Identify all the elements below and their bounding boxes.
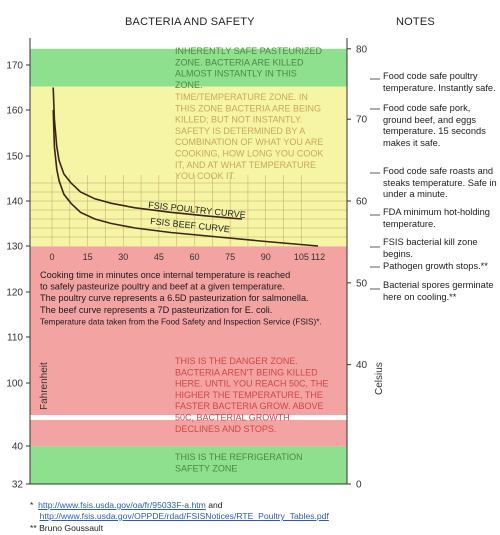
f-tick-label: 130: [6, 242, 23, 253]
zone-text-danger: THIS IS THE DANGER ZONE.: [175, 356, 298, 366]
footnote-star: *: [30, 500, 34, 510]
description-line: The beef curve represents a 7D pasteuriz…: [40, 305, 272, 315]
axis-break: [28, 415, 349, 420]
time-tick-label: 0: [49, 252, 54, 262]
zone-safe: [30, 48, 347, 87]
f-tick-label: 160: [6, 106, 23, 117]
time-tick-label: 75: [225, 252, 235, 262]
note-poultry-165: Food code safe poultry temperature. Inst…: [383, 71, 496, 93]
c-tick-label: 50: [356, 278, 368, 289]
zone-text-time-temperature: TIME/TEMPERATURE ZONE. IN: [175, 92, 308, 102]
zone-text-time-temperature: COOKING, HOW LONG YOU COOK: [175, 149, 323, 159]
time-tick-label: 15: [83, 252, 93, 262]
fsis-link-1[interactable]: http://www.fsis.usda.gov/oa/fr/95033F-a.…: [38, 500, 206, 510]
time-tick-label: 30: [118, 252, 128, 262]
description-line: The poultry curve represents a 6.5D past…: [40, 293, 309, 303]
zone-text-danger: HIGHER THE TEMPERATURE, THE: [175, 390, 323, 400]
note-kill-zone: FSIS bacterial kill zone begins.: [383, 237, 478, 259]
f-tick-label: 100: [6, 379, 23, 390]
fsis-link-2[interactable]: http://www.fsis.usda.gov/OPPDE/rdad/FSIS…: [39, 511, 329, 521]
zone-text-time-temperature: THIS ZONE BACTERIA ARE BEING: [175, 103, 321, 113]
f-tick-label: 32: [12, 480, 24, 491]
zone-text-danger: HERE. UNTIL YOU REACH 50C, THE: [175, 379, 328, 389]
zone-text-danger: DECLINES AND STOPS.: [175, 424, 276, 434]
f-tick-label: 170: [6, 61, 23, 72]
fahrenheit-label: Fahrenheit: [39, 362, 50, 410]
zone-text-time-temperature: YOU COOK IT.: [175, 171, 236, 181]
c-tick-label: 80: [356, 44, 368, 55]
left-heading: BACTERIA AND SAFETY: [125, 16, 255, 28]
time-tick-label: 45: [154, 252, 164, 262]
c-tick-label: 40: [356, 360, 368, 371]
beef-curve: [52, 109, 319, 247]
time-tick-label: 105: [294, 252, 309, 262]
zone-text-danger: FASTER BACTERIA GROW. ABOVE: [175, 401, 324, 411]
zone-refrigeration: [30, 446, 347, 484]
time-tick-label: 90: [261, 252, 271, 262]
zone-text-refrigeration: SAFETY ZONE: [175, 463, 237, 473]
poultry-curve: [52, 87, 243, 220]
zone-text-time-temperature: KILLED; BUT NOT INSTANTLY.: [175, 115, 302, 125]
zone-text-time-temperature: IT, AND AT WHAT TEMPERATURE: [175, 160, 316, 170]
footnote-credit: ** Bruno Goussault: [30, 523, 104, 533]
zone-text-time-temperature: SAFETY IS DETERMINED BY A: [175, 126, 305, 136]
f-tick-label: 120: [6, 288, 23, 299]
zone-text-safe: ZONE. BACTERIA ARE KILLED: [175, 57, 304, 67]
celsius-label: Celsius: [374, 362, 385, 395]
zone-text-safe: ALMOST INSTANTLY IN THIS: [175, 69, 297, 79]
footnote-links: * http://www.fsis.usda.gov/oa/fr/95033F-…: [30, 500, 490, 522]
zone-text-time-temperature: COMBINATION OF WHAT YOU ARE: [175, 137, 323, 147]
zone-danger: [30, 246, 347, 447]
notes-heading: NOTES: [396, 16, 435, 28]
zone-time-temperature: [30, 86, 347, 247]
zone-text-safe: ZONE.: [175, 80, 203, 90]
description-line: Cooking time in minutes once internal te…: [40, 270, 290, 280]
note-growth-stops: Pathogen growth stops.**: [383, 261, 488, 271]
note-spores: Bacterial spores germinate here on cooli…: [383, 280, 494, 302]
description-line: to safely pasteurize poultry and beef at…: [40, 282, 285, 292]
f-tick-label: 110: [7, 333, 23, 344]
f-tick-label: 150: [6, 152, 23, 163]
note-roasts-145: Food code safe roasts and steaks tempera…: [383, 166, 497, 199]
time-tick-label: 60: [189, 252, 199, 262]
footnote-and: and: [208, 500, 223, 510]
f-tick-label: 140: [6, 197, 23, 208]
note-pork-160: Food code safe pork, ground beef, and eg…: [383, 103, 486, 148]
note-hot-holding: FDA minimum hot-holding temperature.: [383, 207, 490, 229]
zone-text-danger: BACTERIA AREN'T BEING KILLED: [175, 367, 318, 377]
zone-text-refrigeration: THIS IS THE REFRIGERATION: [175, 452, 303, 462]
zone-text-safe: INHERENTLY SAFE PASTEURIZED: [175, 46, 323, 56]
time-tick-label: 112: [311, 252, 325, 262]
description-line: Temperature data taken from the Food Saf…: [40, 317, 322, 326]
zone-text-danger: 50C, BACTERIAL GROWTH: [175, 413, 290, 423]
c-tick-label: 0: [356, 480, 362, 491]
c-tick-label: 70: [356, 115, 368, 126]
c-tick-label: 60: [356, 197, 368, 208]
f-tick-label: 40: [12, 442, 24, 453]
